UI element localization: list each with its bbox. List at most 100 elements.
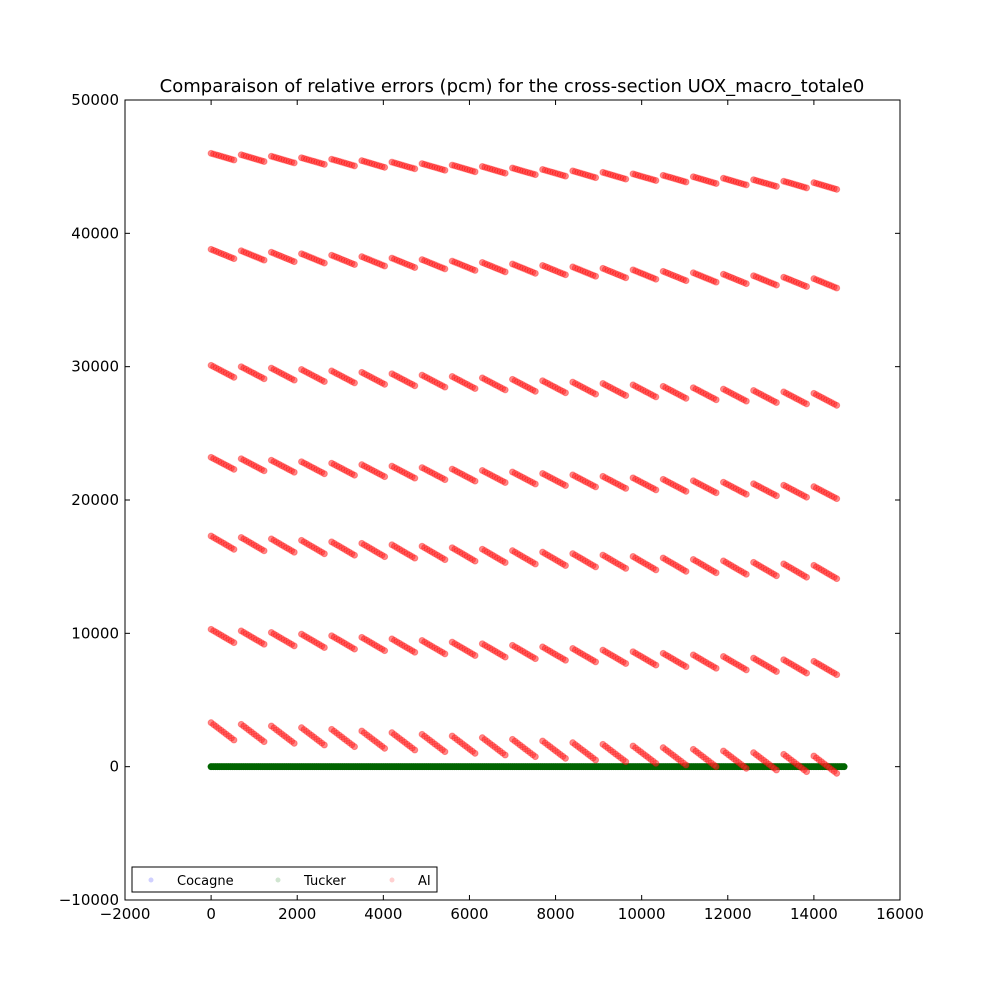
data-point [441,166,449,174]
data-point [592,483,600,491]
data-point [260,640,268,648]
data-point [290,739,298,747]
data-point [441,476,449,484]
data-point [290,159,298,167]
data-point [561,271,569,279]
data-point [803,493,811,501]
data-point [742,397,750,405]
data-point [320,550,328,558]
legend-box [131,866,438,893]
x-tick-label: 4000 [364,905,402,923]
data-point [381,262,389,270]
legend: Cocagne Tucker AI [131,866,438,893]
data-point [471,557,479,565]
data-point [320,259,328,267]
y-tick-label: 30000 [71,358,119,376]
data-point [592,174,600,182]
data-point [592,658,600,666]
data-point [230,255,238,263]
legend-label: Tucker [303,874,346,889]
data-point [742,764,750,772]
data-point [803,283,811,291]
data-point [441,383,449,391]
data-point [411,746,419,754]
legend-marker [148,877,154,883]
y-tick-label: −10000 [59,891,119,909]
data-point [471,168,479,176]
data-point [622,175,630,183]
data-point [592,390,600,398]
data-point [381,553,389,561]
data-point [622,484,630,492]
data-point [742,280,750,288]
data-point [561,656,569,664]
data-point [230,639,238,647]
data-point [682,277,690,285]
data-point [260,375,268,383]
data-point [441,265,449,273]
data-point [290,468,298,476]
y-tick-label: 0 [109,758,119,776]
data-point [471,266,479,274]
data-point [652,393,660,401]
data-point [712,763,720,771]
data-point [230,545,238,553]
data-point [381,380,389,388]
data-point [531,480,539,488]
data-point [833,575,841,583]
y-tick-label: 40000 [71,224,119,242]
series-ai-band [207,245,841,292]
data-point [260,256,268,264]
data-point [622,758,630,766]
series-ai-band [207,532,841,583]
x-tick-label: 0 [206,905,216,923]
data-point [772,182,780,190]
data-point [531,387,539,395]
data-point [833,401,841,409]
data-point [230,465,238,473]
data-point [411,474,419,482]
data-point [833,769,841,777]
data-point [772,399,780,407]
data-point [350,551,358,559]
x-tick-label: 16000 [876,905,924,923]
data-point [772,766,780,774]
series-ai-band [207,149,841,193]
data-point [772,281,780,289]
data-point [803,573,811,581]
series-ai-band [207,719,841,777]
data-point [260,738,268,746]
data-point [622,392,630,400]
data-point [622,659,630,667]
data-point [320,160,328,168]
data-point [742,666,750,674]
data-point [471,749,479,757]
data-point [531,269,539,277]
data-point [682,567,690,575]
data-point [803,768,811,776]
data-point [501,268,509,276]
data-point [772,572,780,580]
data-point [682,394,690,402]
series-ai-band [207,453,841,503]
data-point [840,763,848,771]
x-tick-label: 12000 [704,905,752,923]
data-point [471,651,479,659]
data-point [531,171,539,179]
data-point [411,263,419,271]
data-point [260,157,268,165]
data-point [833,185,841,193]
legend-marker [275,877,281,883]
data-point [230,373,238,381]
data-point [411,382,419,390]
data-point [320,643,328,651]
data-point [742,181,750,189]
data-point [531,753,539,761]
data-point [682,663,690,671]
data-point [803,184,811,192]
data-point [682,761,690,769]
data-point [501,169,509,177]
data-point [260,547,268,555]
data-point [561,481,569,489]
data-point [742,490,750,498]
